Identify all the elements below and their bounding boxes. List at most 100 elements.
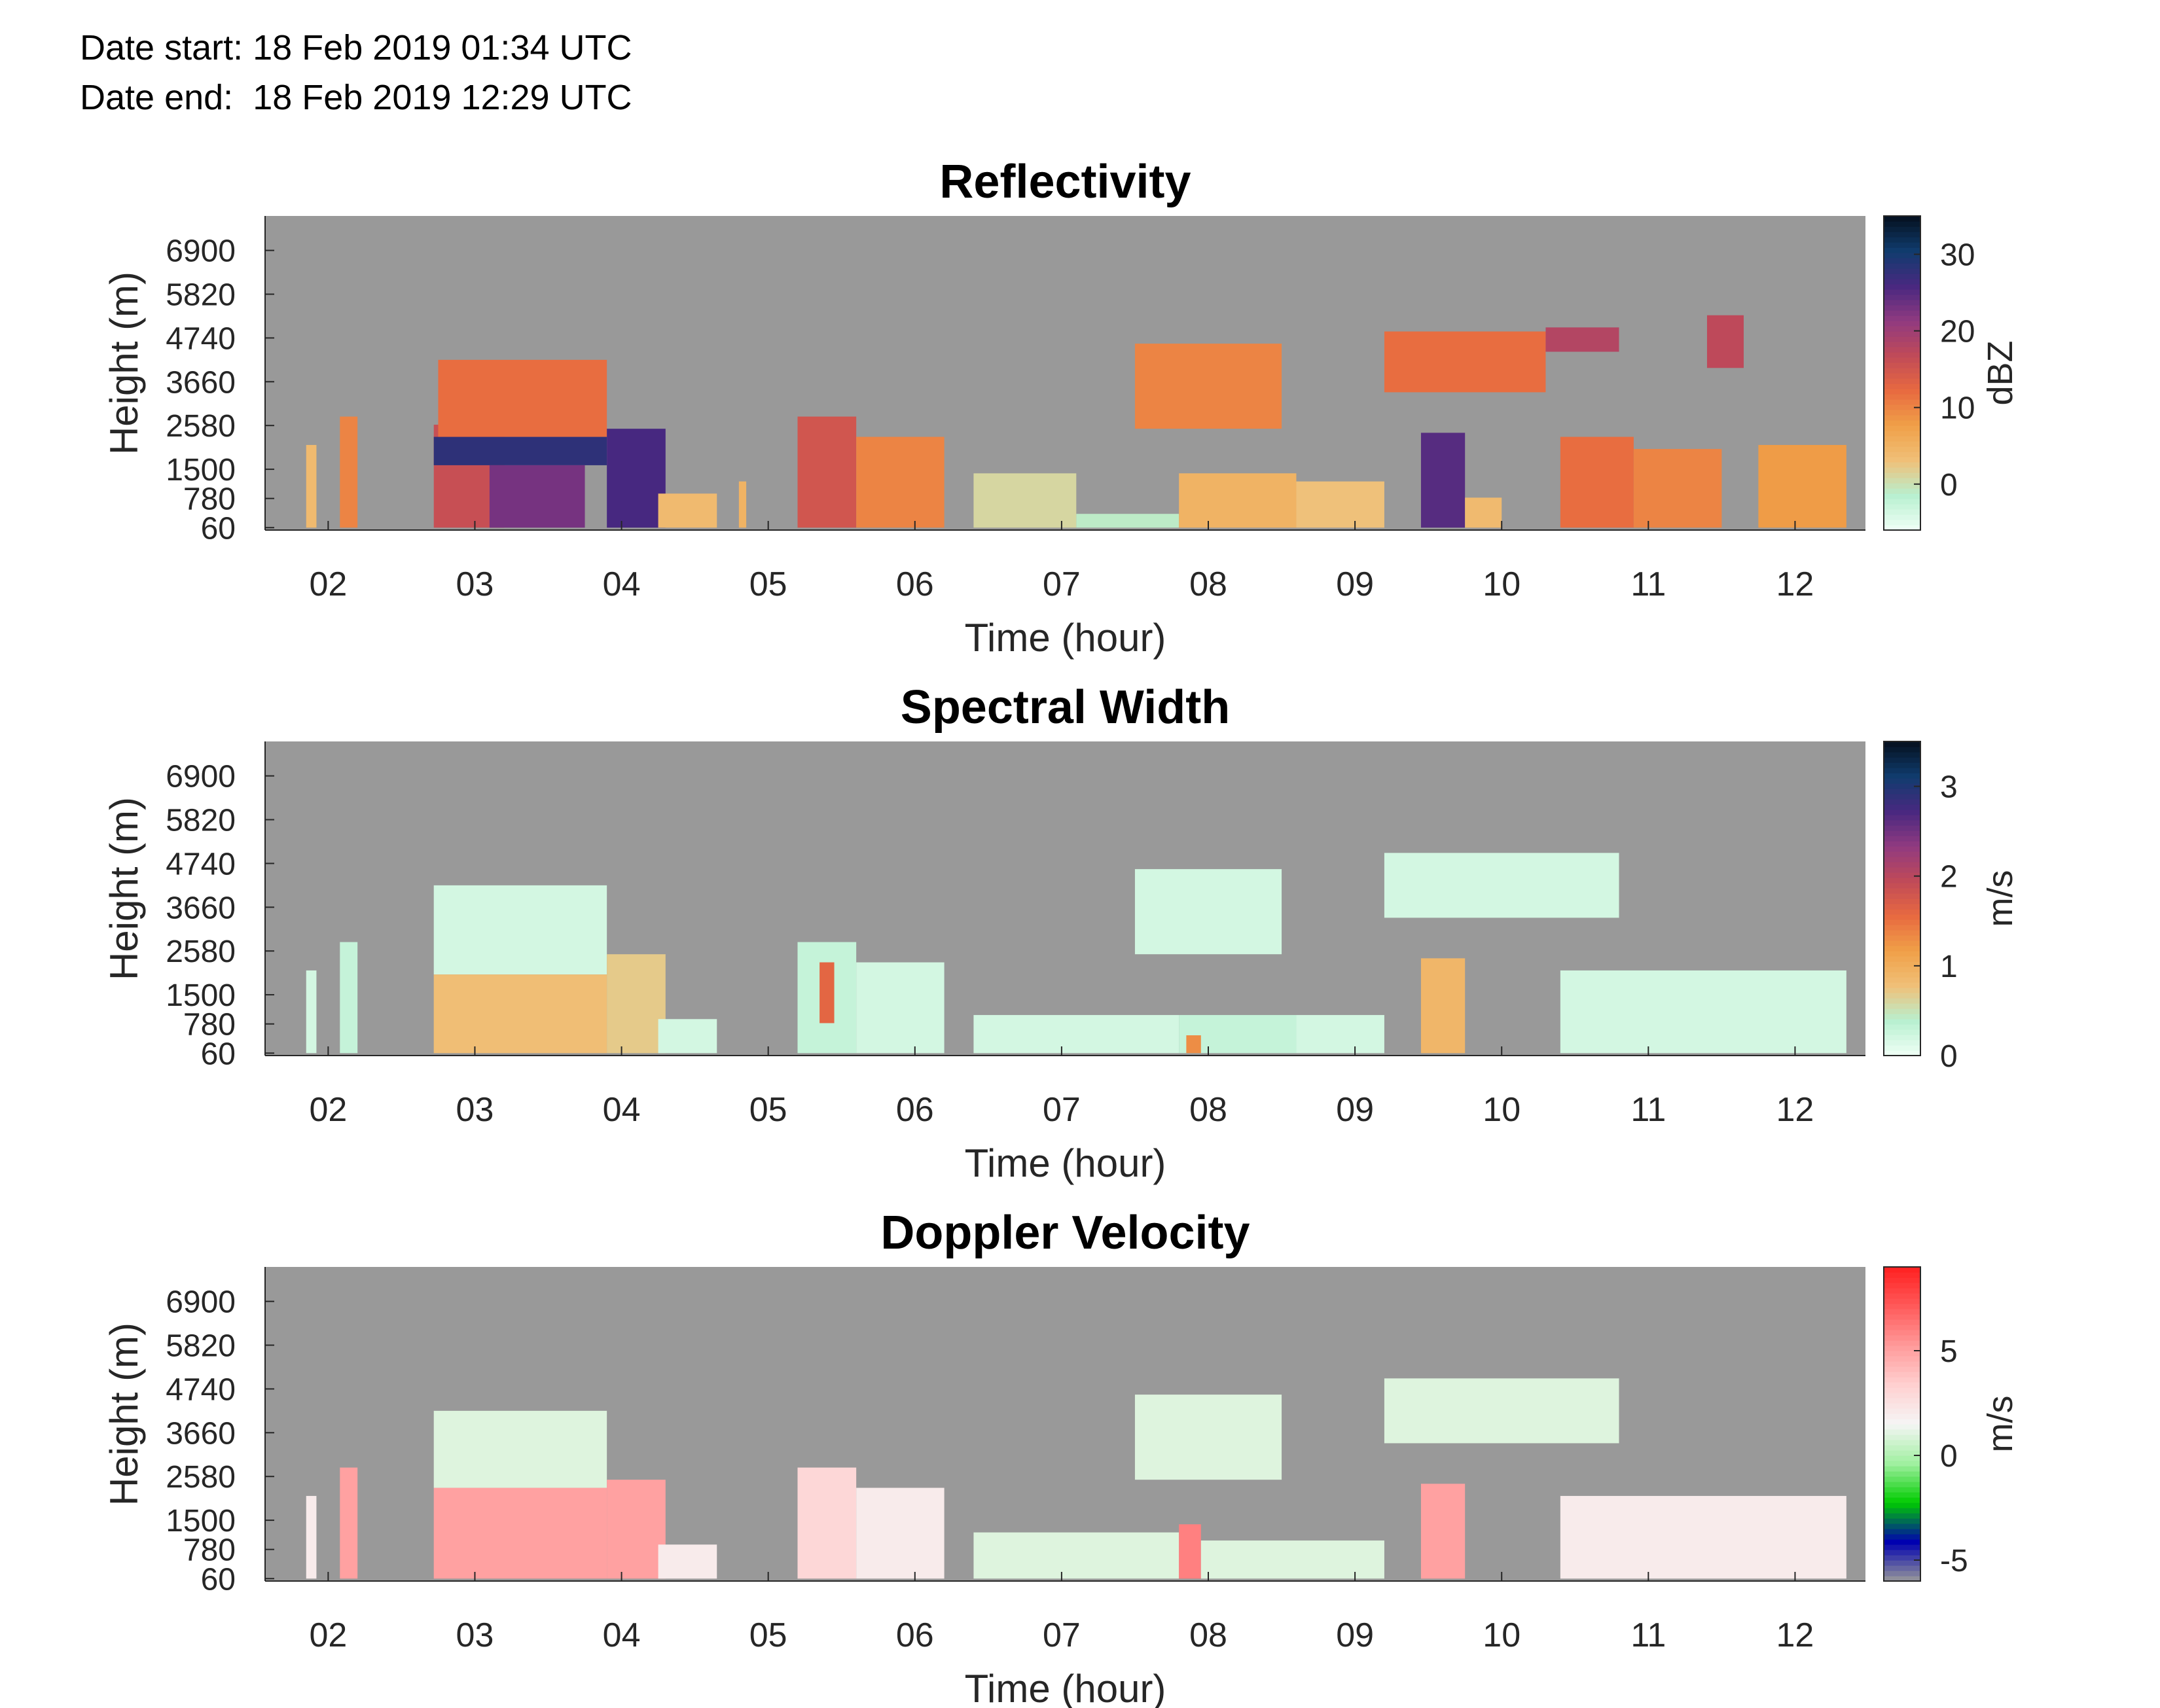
- panel1-colorbar-segment: [1884, 237, 1920, 243]
- panel2-data-cell: [1420, 958, 1466, 1054]
- panel2-x-tick-label: 11: [1630, 1091, 1666, 1129]
- panel3-data-cell: [1200, 1540, 1384, 1579]
- panel2-colorbar-segment: [1884, 961, 1920, 967]
- panel2-colorbar-segment: [1884, 862, 1920, 868]
- panel1-data-cell: [433, 436, 607, 465]
- panel2-colorbar-segment: [1884, 940, 1920, 946]
- panel1-colorbar-segment: [1884, 378, 1920, 384]
- panel2-colorbar-segment: [1884, 1024, 1920, 1030]
- panel3-colorbar-segment: [1884, 1403, 1920, 1409]
- panel3-colorbar-segment: [1884, 1471, 1920, 1477]
- panel3-colorbar-segment: [1884, 1314, 1920, 1320]
- panel1-data-cell: [797, 416, 857, 528]
- panel2-y-tick-label: 780: [183, 1008, 236, 1042]
- panel2-y-axis-label: Height (m): [102, 797, 146, 980]
- panel2-colorbar-segment: [1884, 762, 1920, 768]
- panel2-colorbar-segment: [1884, 841, 1920, 847]
- panel3-data-cell: [306, 1495, 317, 1579]
- panel1-data-cell: [658, 493, 717, 528]
- panel1-data-cell: [1706, 315, 1744, 368]
- panel2-colorbar-segment: [1884, 783, 1920, 789]
- panel3-colorbar-segment: [1884, 1455, 1920, 1461]
- panel3-colorbar-segment: [1884, 1340, 1920, 1346]
- panel3-colorbar-segment: [1884, 1503, 1920, 1508]
- date-start-label: Date start:: [80, 28, 243, 67]
- panel2-x-tick-label: 04: [603, 1091, 641, 1129]
- panel3-colorbar-segment: [1884, 1277, 1920, 1283]
- panel2-colorbar-segment: [1884, 935, 1920, 941]
- panel3-colorbar-segment: [1884, 1555, 1920, 1561]
- panel3-y-tick-label: 60: [201, 1562, 236, 1597]
- panel1-colorbar-segment: [1884, 504, 1920, 510]
- panel3-x-tick-label: 03: [456, 1616, 494, 1654]
- panel3-colorbar-segment: [1884, 1544, 1920, 1550]
- panel3-colorbar-segment: [1884, 1382, 1920, 1388]
- panel1-colorbar-segment: [1884, 373, 1920, 379]
- panel1-data-cell: [738, 481, 747, 528]
- panel2-colorbar-segment: [1884, 857, 1920, 863]
- panel1-colorbar-segment: [1884, 462, 1920, 468]
- panel1-x-tick-label: 09: [1336, 565, 1374, 603]
- panel1-x-tick-label: 08: [1189, 565, 1227, 603]
- panel1-colorbar-segment: [1884, 342, 1920, 347]
- panel1-colorbar-segment: [1884, 347, 1920, 353]
- panel1-x-tick-label: 02: [309, 565, 347, 603]
- panel3-colorbar-segment: [1884, 1351, 1920, 1357]
- panel1-colorbar-tick-label: 30: [1940, 238, 1975, 273]
- panel1-data-cell: [1465, 497, 1502, 528]
- panel2-colorbar-segment: [1884, 982, 1920, 988]
- panel1-colorbar-segment: [1884, 488, 1920, 494]
- panel1-colorbar-segment: [1884, 420, 1920, 426]
- panel2-colorbar-segment: [1884, 741, 1920, 747]
- panel2-colorbar-segment: [1884, 972, 1920, 978]
- panel1-colorbar: 0 10 20 30 dBZ: [1883, 215, 2020, 531]
- panel2-x-tick-label: 05: [749, 1091, 787, 1129]
- panel2-colorbar-tick-label: 2: [1940, 860, 1958, 895]
- panel1-colorbar-segment: [1884, 216, 1920, 222]
- panel3-data-cell: [1420, 1484, 1466, 1579]
- panel1-colorbar-segment: [1884, 431, 1920, 436]
- panel1-data-cell: [973, 473, 1077, 528]
- panel1-data-cell: [340, 416, 358, 528]
- panel1-colorbar-segment: [1884, 425, 1920, 431]
- panel1-colorbar-segment: [1884, 268, 1920, 274]
- panel2-x-tick-label: 10: [1483, 1091, 1521, 1129]
- panel3-colorbar-segment: [1884, 1393, 1920, 1398]
- panel3-colorbar-segment: [1884, 1387, 1920, 1393]
- panel2-colorbar-segment: [1884, 1019, 1920, 1025]
- panel1-colorbar-segment: [1884, 336, 1920, 342]
- panel2-y-tick-label: 1500: [166, 978, 236, 1013]
- panel2-title: Spectral Width: [901, 681, 1230, 734]
- panel2-colorbar-segment: [1884, 773, 1920, 779]
- panel2-colorbar-segment: [1884, 867, 1920, 873]
- panel3-colorbar-segment: [1884, 1571, 1920, 1576]
- panel2-y-tick-label: 60: [201, 1037, 236, 1071]
- panel1-colorbar-segment: [1884, 389, 1920, 395]
- panel3-colorbar-segment: [1884, 1419, 1920, 1425]
- panel2-colorbar-segment: [1884, 998, 1920, 1004]
- panel3-colorbar-segment: [1884, 1267, 1920, 1273]
- panel3-colorbar-segment: [1884, 1398, 1920, 1404]
- panel1-x-tick-label: 06: [896, 565, 934, 603]
- panel2-colorbar-segment: [1884, 836, 1920, 842]
- date-start-line: Date start: 18 Feb 2019 01:34 UTC: [80, 27, 632, 68]
- panel3-colorbar-segment: [1884, 1361, 1920, 1367]
- panel3-x-tick-label: 09: [1336, 1616, 1374, 1654]
- panel1-colorbar-segment: [1884, 410, 1920, 416]
- panel2-data-cell: [1134, 869, 1282, 955]
- panel1-colorbar-segment: [1884, 258, 1920, 264]
- panel1-y-tick-label: 780: [183, 482, 236, 517]
- panel2-colorbar-segment: [1884, 768, 1920, 774]
- panel2-colorbar-segment: [1884, 778, 1920, 784]
- panel3-colorbar-segment: [1884, 1319, 1920, 1325]
- panel2-colorbar-segment: [1884, 1008, 1920, 1014]
- panel2-y-tick-label: 5820: [166, 804, 236, 838]
- panel3-colorbar-segment: [1884, 1539, 1920, 1545]
- panel3-colorbar-segment: [1884, 1513, 1920, 1519]
- panel1-colorbar-segment: [1884, 294, 1920, 300]
- panel2-colorbar-segment: [1884, 804, 1920, 810]
- panel1-colorbar-segment: [1884, 478, 1920, 484]
- panel1-colorbar-segment: [1884, 305, 1920, 311]
- panel2-colorbar-segment: [1884, 993, 1920, 999]
- panel3-colorbar-segment: [1884, 1345, 1920, 1351]
